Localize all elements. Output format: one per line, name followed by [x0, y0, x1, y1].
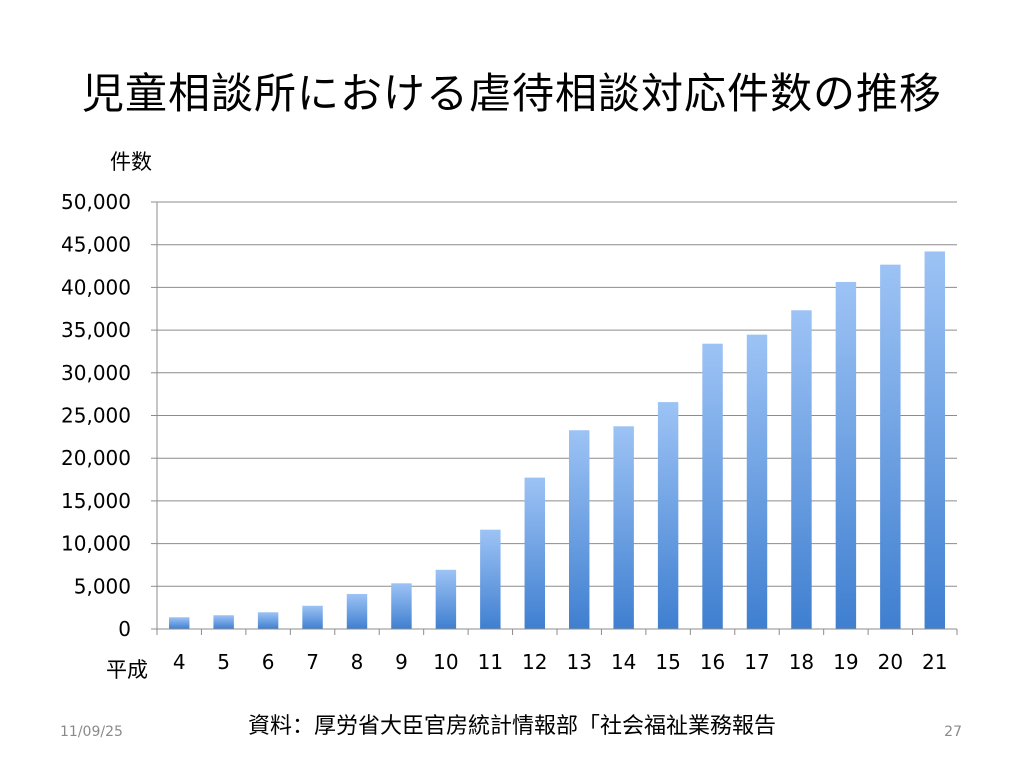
y-tick-label: 20,000: [61, 446, 131, 470]
y-tick-label: 25,000: [61, 404, 131, 428]
x-tick-label: 19: [833, 650, 858, 674]
x-tick-label: 21: [922, 650, 947, 674]
y-tick-label: 15,000: [61, 489, 131, 513]
bar: [746, 334, 768, 629]
bar: [924, 251, 945, 630]
bar: [480, 529, 501, 629]
bar: [524, 477, 545, 629]
bar: [702, 343, 723, 629]
bar: [657, 402, 679, 629]
bars: [169, 251, 945, 630]
bar: [435, 569, 457, 629]
bar: [791, 310, 812, 629]
x-tick-label: 16: [700, 650, 725, 674]
x-tick-label: 17: [744, 650, 769, 674]
y-tick-label: 35,000: [61, 318, 131, 342]
x-tick-label: 8: [351, 650, 364, 674]
x-tick-label: 10: [433, 650, 458, 674]
y-tick-label: 10,000: [61, 532, 131, 556]
y-tick-labels: 0 5,000 10,000 15,000 20,000 25,000 30,000 35,0…: [61, 190, 131, 641]
x-tick-label: 5: [217, 650, 230, 674]
bar: [391, 583, 412, 629]
x-tick-label: 18: [789, 650, 814, 674]
gridlines: [151, 201, 957, 630]
page-number: 27: [944, 724, 962, 740]
x-tick-label: 20: [878, 650, 903, 674]
bar: [880, 264, 901, 629]
x-axis-label: 平成: [106, 658, 148, 682]
source-note: 資料：厚労省大臣官房統計情報部「社会福祉業務報告: [247, 714, 776, 739]
y-tick-label: 30,000: [61, 361, 131, 385]
bar: [302, 605, 323, 629]
slide-title: 児童相談所における虐待相談対応件数の推移: [81, 69, 942, 118]
y-axis-label: 件数: [110, 150, 152, 174]
y-tick-label: 40,000: [61, 275, 131, 299]
x-tick-label: 12: [522, 650, 547, 674]
x-tick-label: 15: [655, 650, 680, 674]
axes: [156, 202, 958, 635]
bar: [835, 281, 857, 629]
bar: [257, 612, 279, 629]
bar: [346, 593, 368, 629]
y-tick-label: 0: [118, 617, 131, 641]
bar: [613, 426, 634, 629]
bar: [213, 615, 234, 629]
x-tick-label: 6: [262, 650, 275, 674]
x-tick-label: 4: [173, 650, 186, 674]
x-tick-label: 7: [306, 650, 319, 674]
x-tick-label: 11: [478, 650, 503, 674]
bar: [169, 617, 190, 629]
y-tick-label: 45,000: [61, 233, 131, 257]
bar: [569, 430, 590, 629]
x-tick-labels: 4 5 6 7 8 9 10 11 12 13 14 15 16 17 18 19 20 21: [173, 650, 948, 674]
x-tick-label: 14: [611, 650, 636, 674]
x-tick-label: 13: [566, 650, 591, 674]
slide-date: 11/09/25: [60, 724, 123, 740]
y-tick-label: 5,000: [74, 574, 131, 598]
x-tick-label: 9: [395, 650, 408, 674]
y-tick-label: 50,000: [61, 190, 131, 214]
